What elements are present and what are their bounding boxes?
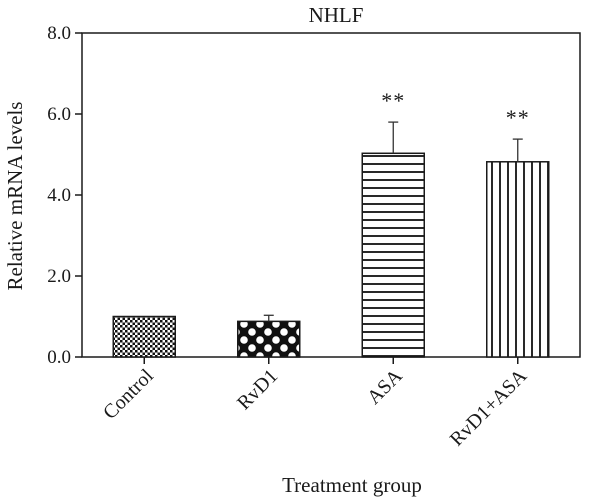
significance-marker: ** xyxy=(506,105,530,130)
x-axis-label: Treatment group xyxy=(282,473,422,497)
chart-title: NHLF xyxy=(309,3,364,27)
y-tick-label: 4.0 xyxy=(47,185,71,206)
y-tick-label: 2.0 xyxy=(47,266,71,287)
x-category-label: RvD1 xyxy=(233,365,282,414)
y-tick-label: 8.0 xyxy=(47,23,71,44)
y-axis-label: Relative mRNA levels xyxy=(3,102,27,291)
bar-rvd1 xyxy=(237,320,301,358)
x-category-label: ASA xyxy=(363,365,407,409)
y-tick-label: 6.0 xyxy=(47,104,71,125)
bar-asa xyxy=(361,152,425,358)
x-category-label: Control xyxy=(99,365,158,424)
bar-control xyxy=(112,315,176,358)
y-tick-label: 0.0 xyxy=(47,347,71,368)
x-category-label: RvD1+ASA xyxy=(446,365,532,451)
plot-area: 0.0 2.0 4.0 6.0 8.0 Control RvD1 ** ASA ** RvD1+AS… xyxy=(47,23,581,451)
bar-rvd1-asa xyxy=(486,161,550,358)
significance-marker: ** xyxy=(381,88,405,113)
